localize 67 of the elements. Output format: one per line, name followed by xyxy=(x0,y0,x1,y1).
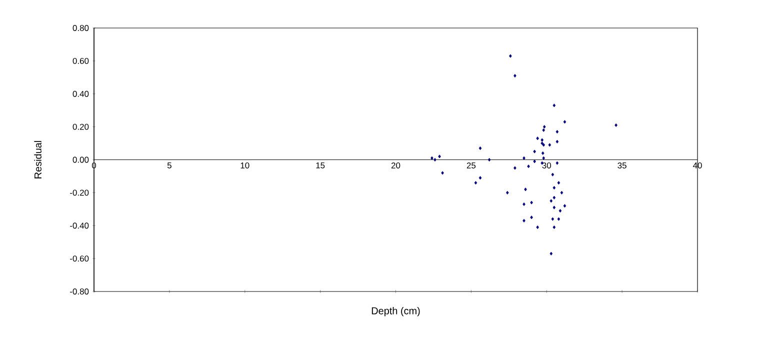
point xyxy=(522,218,526,222)
point xyxy=(550,199,553,203)
point xyxy=(438,154,441,158)
point xyxy=(527,164,530,168)
point xyxy=(552,104,556,108)
point xyxy=(551,217,554,221)
x-tick-label: 30 xyxy=(542,162,552,168)
point xyxy=(556,130,559,134)
x-tick-label: 15 xyxy=(316,162,325,168)
point xyxy=(533,160,536,164)
point xyxy=(556,140,559,144)
point xyxy=(560,190,564,194)
point xyxy=(536,225,539,230)
point xyxy=(522,156,526,160)
point xyxy=(478,146,482,150)
point xyxy=(509,54,512,58)
y-tick-label: 0.80 xyxy=(72,25,89,31)
point xyxy=(434,158,436,162)
point xyxy=(548,143,552,147)
point xyxy=(488,158,491,162)
x-tick-label: 20 xyxy=(391,162,400,168)
point xyxy=(552,196,556,200)
x-axis-title: Depth (cm) xyxy=(372,307,420,316)
point xyxy=(552,206,556,210)
y-axis-title: Residual xyxy=(34,141,42,178)
x-tick-label: 25 xyxy=(466,162,476,168)
y-tick-label: -0.60 xyxy=(70,256,89,262)
point xyxy=(550,252,553,256)
point xyxy=(430,156,434,160)
point xyxy=(542,128,546,132)
point xyxy=(557,217,560,221)
point xyxy=(556,161,559,165)
point xyxy=(514,166,516,170)
point xyxy=(552,186,556,190)
y-tick-label: 0.00 xyxy=(72,156,89,163)
point xyxy=(540,138,544,142)
y-tick-label: -0.40 xyxy=(70,222,89,229)
point xyxy=(563,120,566,124)
point xyxy=(551,172,554,176)
point xyxy=(541,151,544,155)
x-tick-label: 5 xyxy=(167,162,172,168)
x-tick-label: 35 xyxy=(618,162,626,168)
y-tick-label: -0.80 xyxy=(70,288,89,294)
point xyxy=(441,171,444,175)
x-tick-label: 10 xyxy=(240,162,250,168)
point xyxy=(542,143,546,147)
point xyxy=(563,204,566,208)
point xyxy=(533,150,536,154)
point xyxy=(530,216,533,220)
point xyxy=(506,190,509,194)
point xyxy=(557,181,560,185)
point xyxy=(514,74,516,78)
y-tick-label: 0.20 xyxy=(72,124,89,130)
y-tick-label: 0.60 xyxy=(72,58,89,64)
point xyxy=(524,188,527,192)
point xyxy=(474,181,478,185)
point xyxy=(552,225,556,230)
point xyxy=(522,202,526,206)
point xyxy=(558,209,562,213)
point xyxy=(614,123,618,127)
point xyxy=(542,156,546,160)
point xyxy=(478,176,482,180)
y-tick-label: 0.40 xyxy=(72,90,89,97)
point xyxy=(542,125,546,129)
point xyxy=(530,200,533,204)
point xyxy=(536,136,539,140)
y-tick-label: -0.20 xyxy=(70,190,89,196)
